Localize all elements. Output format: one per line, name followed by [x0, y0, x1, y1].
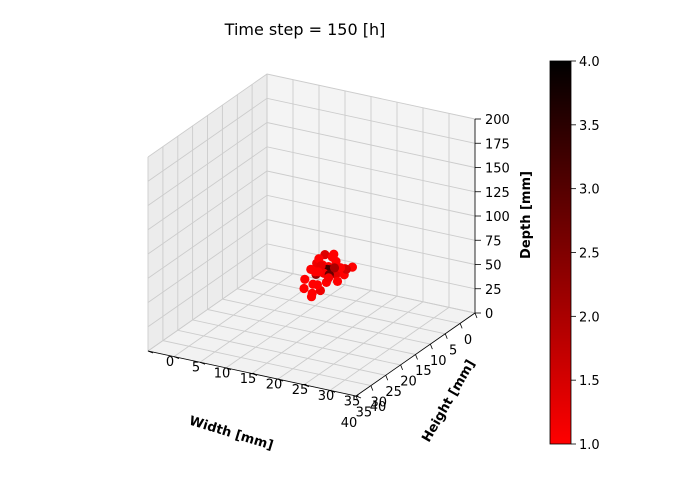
x-tick-label: 10 [430, 354, 447, 369]
x-tick [400, 364, 403, 371]
colorbar-tick-label: 2.0 [579, 310, 600, 325]
scatter-point [306, 292, 317, 302]
x-tick [444, 333, 448, 339]
y-tick [355, 395, 362, 399]
grid-line-z [147, 219, 476, 303]
x-tick-label: 40 [341, 416, 358, 431]
y-tick-label: 15 [240, 372, 257, 387]
z-tick-label: 125 [485, 186, 510, 201]
z-tick-label: 150 [485, 162, 510, 177]
colorbar [549, 60, 572, 445]
z-tick-label: 200 [485, 113, 510, 128]
y-tick [277, 378, 284, 382]
scatter-point [327, 252, 337, 262]
x-tick [415, 354, 418, 360]
z-tick-label: 100 [485, 210, 510, 225]
x-tick [370, 385, 374, 391]
y-tick [199, 361, 206, 365]
y-tick [173, 356, 180, 359]
z-tick-label: 75 [485, 234, 502, 249]
scatter-point [300, 274, 310, 284]
scatter-point [332, 276, 343, 286]
z-tick-label: 25 [485, 283, 502, 298]
grid-line-z [147, 73, 476, 158]
scatter-point [324, 273, 334, 283]
x-axis-label: Width [mm] [187, 414, 275, 454]
colorbar-tick-label: 2.5 [579, 247, 600, 262]
colorbar-tick-label: 4.0 [579, 55, 600, 70]
scatter-point [314, 254, 324, 264]
colorbar-tick-label: 1.0 [579, 438, 600, 453]
y-tick [251, 373, 258, 376]
z-tick-label: 175 [485, 137, 510, 152]
colorbar-tick-label: 3.5 [579, 119, 600, 134]
colorbar-tick-label: 3.0 [579, 183, 600, 198]
x-tick-label: 35 [356, 406, 373, 421]
y-tick-label: 25 [292, 383, 309, 398]
grid-line-z [147, 97, 476, 182]
y-tick-label: 5 [192, 361, 200, 376]
scatter-points [299, 249, 357, 302]
z-tick-label: 50 [485, 259, 502, 274]
y-tick-label: 0 [166, 355, 174, 370]
grid-line-z [147, 122, 476, 206]
chart-title: Time step = 150 [h] [224, 20, 386, 39]
x-tick [459, 323, 463, 329]
x-tick-label: 30 [370, 395, 387, 410]
colorbar-tick-label: 1.5 [579, 374, 600, 389]
x-tick [474, 312, 478, 319]
y-tick [147, 350, 154, 354]
grid-line-z [147, 267, 476, 352]
z-axis-label: Depth [mm] [519, 171, 534, 259]
y-tick-label: 40 [370, 400, 387, 415]
y-tick-label: 35 [344, 394, 361, 409]
y-tick [225, 367, 232, 371]
grid-line-z [147, 194, 476, 279]
x-tick-label: 25 [385, 385, 402, 400]
grid-line-z [147, 170, 476, 255]
y-tick [303, 384, 310, 388]
y-tick-label: 20 [266, 378, 283, 393]
grid-line-z [147, 243, 476, 328]
x-tick-label: 15 [415, 364, 432, 379]
x-tick-label: 20 [400, 375, 417, 390]
x-tick [355, 395, 359, 402]
z-tick-label: 0 [485, 307, 493, 322]
y-tick-label: 10 [214, 366, 231, 381]
x-tick [430, 343, 433, 350]
x-tick [385, 375, 389, 381]
x-tick-label: 0 [464, 333, 472, 348]
scatter-point [312, 280, 322, 290]
y-tick-label: 30 [318, 389, 335, 404]
scatter-point [329, 263, 340, 273]
grid-line-z [147, 146, 476, 231]
colorbar-ticks: 1.0 1.5 2.0 2.5 3.0 3.5 4.0 [571, 55, 600, 453]
scatter-point [310, 267, 320, 277]
x-tick-label: 5 [449, 343, 457, 358]
scatter-point [299, 283, 309, 294]
y-tick [329, 390, 336, 393]
